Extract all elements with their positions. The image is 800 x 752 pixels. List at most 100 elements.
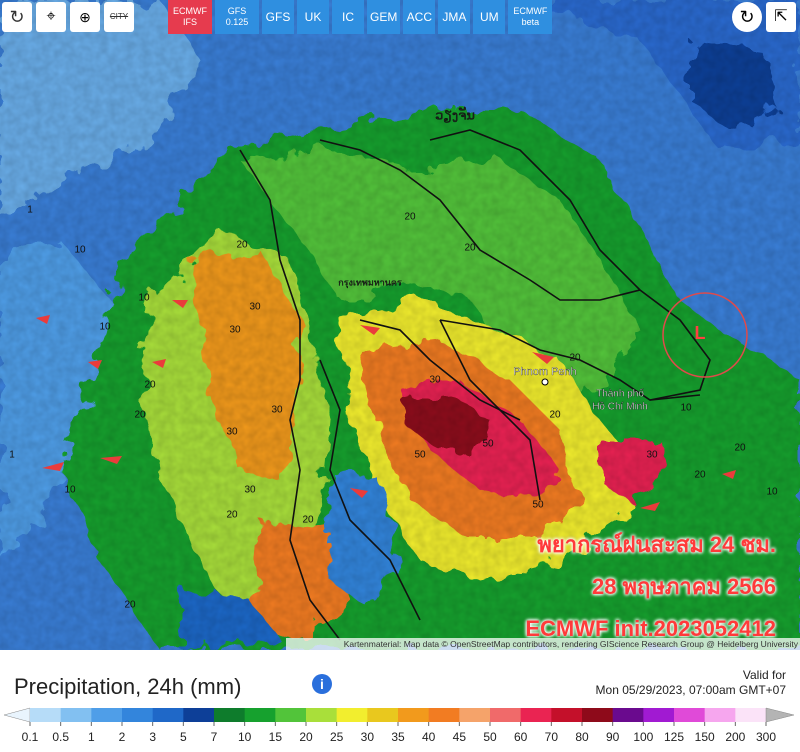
- scale-swatch: [91, 708, 123, 722]
- contour-label: 20: [144, 380, 156, 391]
- scale-label: 300: [756, 730, 776, 744]
- scale-swatch: [459, 708, 491, 722]
- model-button[interactable]: GFS 0.125: [215, 0, 259, 34]
- scale-swatch: [490, 708, 522, 722]
- model-button[interactable]: JMA: [438, 0, 471, 34]
- scale-swatch: [214, 708, 246, 722]
- model-label: UM: [480, 9, 499, 24]
- contour-label: 30: [429, 375, 441, 386]
- model-label: GFS: [265, 9, 291, 24]
- contour-label: 10: [766, 487, 778, 498]
- scale-label: 30: [361, 730, 375, 744]
- model-buttons: ECMWF IFS GFS 0.125 GFS UK IC GEM ACC JMA UM ECMWF b…: [168, 0, 553, 34]
- contour-label: 10: [680, 403, 692, 414]
- contour-label: 20: [302, 515, 314, 526]
- scale-swatch: [152, 708, 184, 722]
- scale-swatch: [367, 708, 399, 722]
- place-label: Phnom Penh: [513, 366, 577, 378]
- model-label: ECMWF: [173, 6, 207, 16]
- city-marker: [541, 378, 549, 386]
- contour-label: 50: [482, 439, 494, 450]
- contour-label: 30: [249, 302, 261, 313]
- scale-label: 5: [180, 730, 187, 744]
- share-button[interactable]: ⇱: [766, 2, 796, 32]
- color-scale: 0.1 0.5 1 2 3 5 7 10 15 20 25 30 35 40 45 50 60 70 80 90 100…: [3, 707, 795, 744]
- scale-label: 35: [391, 730, 405, 744]
- map: 2020202020303030303030505050202010101010…: [0, 0, 800, 650]
- contour-label: 20: [694, 470, 706, 481]
- scale-swatch: [704, 708, 736, 722]
- contour-label: 30: [244, 485, 256, 496]
- scale-swatch: [306, 708, 338, 722]
- scale-swatch: [674, 708, 706, 722]
- scale-label: 15: [269, 730, 283, 744]
- zoom-button[interactable]: ⊕: [70, 2, 100, 32]
- model-button[interactable]: GFS: [262, 0, 294, 34]
- model-label: ACC: [406, 9, 433, 24]
- contour-label: 20: [404, 212, 416, 223]
- model-label: JMA: [442, 9, 467, 24]
- contour-label: 20: [124, 600, 136, 611]
- model-label: IFS: [182, 17, 197, 27]
- info-button[interactable]: i: [312, 674, 332, 694]
- contour-label: 20: [226, 510, 238, 521]
- contour-label: 20: [549, 410, 561, 421]
- legend-panel: Precipitation, 24h (mm) i Valid for Mon …: [0, 650, 800, 750]
- scale-label: 25: [330, 730, 344, 744]
- reload-button[interactable]: ↻: [732, 2, 762, 32]
- model-label: ECMWF: [513, 6, 548, 16]
- contour-label: 30: [229, 325, 241, 336]
- forecast-overlay: พยากรณ์ฝนสะสม 24 ชม. 28 พฤษภาคม 2566 ECMWF…: [525, 524, 776, 650]
- scale-swatch: [643, 708, 675, 722]
- model-label: GEM: [370, 9, 398, 24]
- model-button[interactable]: ECMWF beta: [508, 0, 553, 34]
- scale-swatch: [336, 708, 368, 722]
- scale-label: 80: [575, 730, 589, 744]
- scale-label: 10: [238, 730, 252, 744]
- scale-swatch: [122, 708, 154, 722]
- contour-label: 1: [9, 450, 15, 461]
- scale-label: 50: [483, 730, 497, 744]
- contour-label: 10: [74, 245, 86, 256]
- model-button[interactable]: ACC: [403, 0, 436, 34]
- contour-label: 20: [236, 240, 248, 251]
- scale-swatch: [60, 708, 92, 722]
- place-label: ວຽງຈັນ: [435, 107, 475, 123]
- model-button[interactable]: GEM: [367, 0, 401, 34]
- refresh-button[interactable]: ↻: [2, 2, 32, 32]
- contour-label: 30: [226, 427, 238, 438]
- scale-label: 70: [545, 730, 559, 744]
- contour-label: 1: [27, 205, 33, 216]
- scale-swatch: [275, 708, 307, 722]
- scale-swatch: [520, 708, 552, 722]
- contour-label: 20: [464, 243, 476, 254]
- attribution: Kartenmaterial: Map data © OpenStreetMap…: [286, 638, 800, 650]
- model-button[interactable]: UM: [473, 0, 506, 34]
- model-label: UK: [304, 9, 322, 24]
- legend-title: Precipitation, 24h (mm): [14, 674, 242, 699]
- scale-swatch: [551, 708, 583, 722]
- contour-label: 20: [569, 353, 581, 364]
- scale-label: 90: [606, 730, 620, 744]
- place-label: กรุงเทพมหานคร: [338, 277, 402, 288]
- contour-label: 30: [646, 450, 658, 461]
- model-button[interactable]: IC: [332, 0, 364, 34]
- scale-swatch: [398, 708, 430, 722]
- scale-swatch: [428, 708, 460, 722]
- scale-label: 2: [119, 730, 126, 744]
- city-button[interactable]: CITY: [104, 2, 134, 32]
- scale-label: 60: [514, 730, 528, 744]
- scale-label: 125: [664, 730, 684, 744]
- scale-swatch: [612, 708, 644, 722]
- contour-label: 20: [134, 410, 146, 421]
- location-button[interactable]: ⌖: [36, 2, 66, 32]
- scale-label: 0.1: [22, 730, 39, 744]
- scale-label: 200: [725, 730, 745, 744]
- scale-label: 100: [633, 730, 653, 744]
- scale-label: 45: [453, 730, 467, 744]
- model-button[interactable]: ECMWF IFS: [168, 0, 212, 34]
- contour-label: 10: [64, 485, 76, 496]
- contour-label: 30: [271, 405, 283, 416]
- model-button[interactable]: UK: [297, 0, 329, 34]
